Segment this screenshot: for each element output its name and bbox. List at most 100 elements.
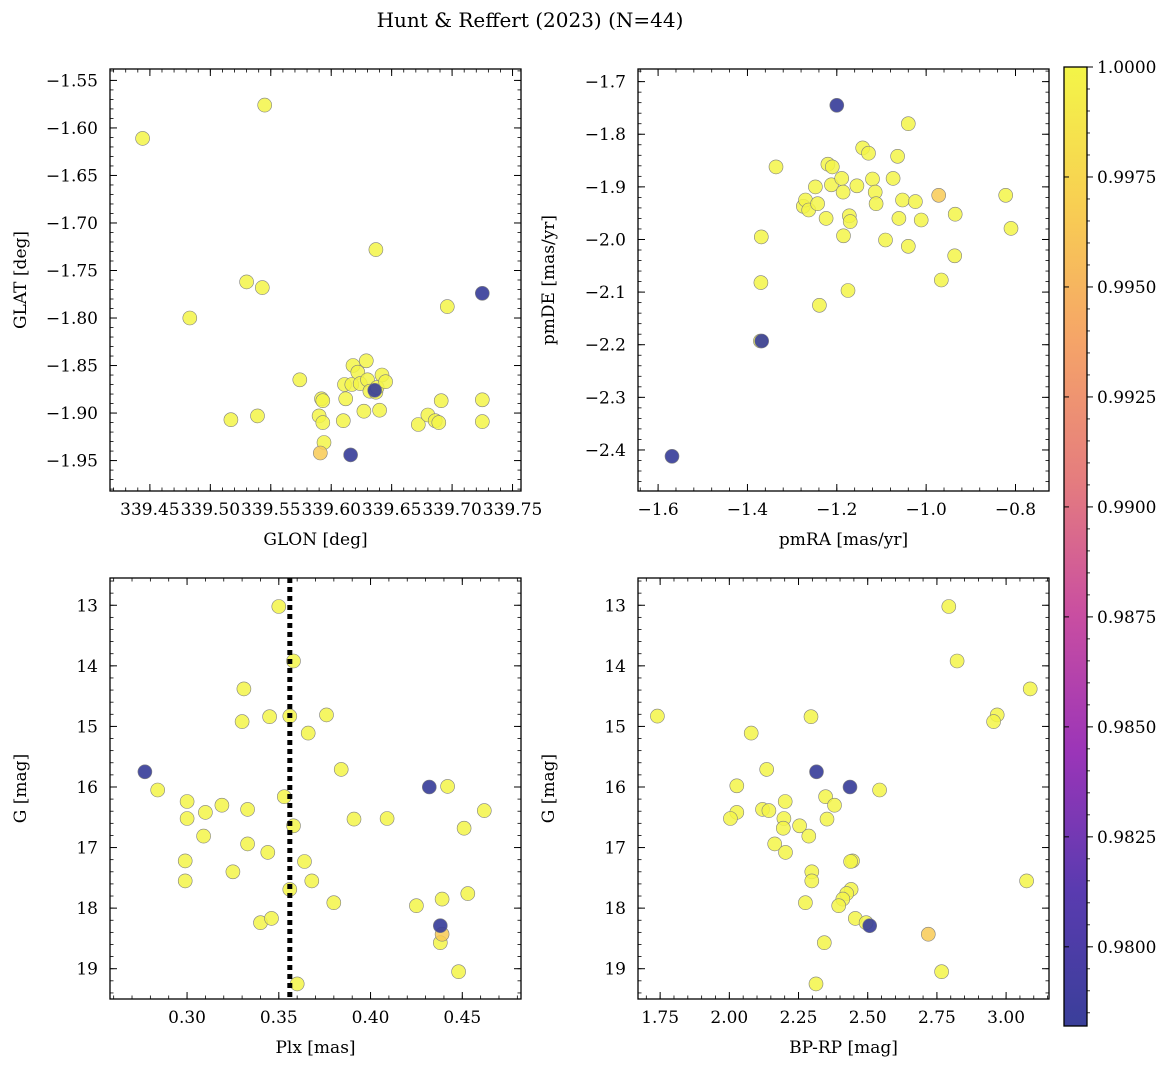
data-point	[729, 778, 745, 794]
y-tick-label: 15	[76, 717, 98, 737]
y-tick-label: 18	[604, 899, 626, 919]
y-tick-label: −1.80	[46, 309, 98, 329]
data-point	[754, 333, 770, 349]
data-point	[177, 853, 193, 869]
y-tick-label: 16	[76, 778, 98, 798]
y-axis-label: pmDE [mas/yr]	[539, 215, 559, 345]
x-tick-label: 0.35	[260, 1008, 298, 1028]
data-point	[843, 854, 858, 869]
data-point	[818, 211, 834, 226]
x-tick-label: 0.30	[168, 1008, 206, 1028]
data-point	[264, 911, 279, 926]
data-point	[315, 393, 331, 409]
x-tick-label: −1.6	[637, 500, 678, 520]
panel-bprp-g: 1.75 2.00 2.25 2.50 2.75 3.00 13 14 15 16 17 18 19 BP…	[539, 577, 1050, 1058]
data-point	[767, 836, 783, 852]
plot-frame	[109, 68, 522, 492]
data-point	[664, 448, 680, 464]
y-axis-label: GLAT [deg]	[11, 231, 31, 329]
data-point	[372, 402, 387, 418]
data-point	[831, 898, 847, 914]
y-tick-label: −1.55	[46, 71, 98, 91]
data-point	[225, 864, 241, 880]
data-point	[804, 873, 820, 889]
y-tick-label: −1.7	[585, 73, 626, 93]
data-point	[1003, 221, 1019, 236]
data-point	[333, 762, 349, 777]
data-point	[260, 845, 276, 860]
data-point	[949, 653, 965, 669]
data-point	[368, 242, 384, 257]
panel-plx-g: 0.30 0.35 0.40 0.45 13 14 15 16 17 18 19 Plx [mas] G…	[11, 577, 522, 1058]
data-point	[743, 725, 759, 741]
x-tick-label: −1.0	[906, 500, 947, 520]
data-point	[900, 239, 916, 254]
x-tick-label: 2.00	[710, 1008, 748, 1028]
data-point	[315, 415, 331, 430]
y-tick-label: −2.3	[585, 388, 626, 408]
data-point	[842, 214, 858, 229]
figure-title: Hunt & Reffert (2023) (N=44)	[377, 8, 684, 32]
y-tick-label: 15	[604, 717, 626, 737]
data-point	[908, 194, 923, 209]
data-point	[842, 779, 858, 795]
data-point	[792, 818, 807, 834]
y-tick-label: −1.65	[46, 166, 98, 186]
y-axis-label: G [mag]	[11, 754, 31, 823]
data-point	[476, 803, 492, 818]
y-tick-label: −1.60	[46, 119, 98, 139]
data-point	[150, 782, 165, 798]
data-point	[240, 836, 255, 852]
panel-glon-glat: 339.45 339.50 339.55 339.60 339.65 339.70 339.…	[11, 68, 542, 550]
y-tick-label: −2.4	[585, 441, 626, 461]
y-tick-label: 13	[76, 596, 98, 616]
data-point	[778, 845, 793, 860]
data-point	[933, 272, 949, 288]
data-point	[812, 297, 827, 313]
data-point	[319, 707, 334, 723]
data-point	[829, 98, 845, 113]
colorbar-tick-label: 0.9800	[1097, 938, 1156, 958]
x-axis-label: pmRA [mas/yr]	[779, 530, 908, 550]
data-point	[223, 412, 239, 428]
x-tick-label: 0.45	[443, 1008, 481, 1028]
data-point	[824, 159, 840, 175]
data-point	[433, 393, 449, 409]
data-point	[840, 283, 856, 298]
x-tick-label: 339.75	[483, 500, 542, 520]
data-point	[257, 97, 273, 113]
data-point	[801, 828, 817, 844]
data-point	[808, 976, 824, 992]
data-point	[818, 789, 833, 805]
plot-frame	[637, 577, 1050, 1000]
data-point	[775, 820, 791, 836]
data-point	[474, 285, 490, 301]
y-axis-label: G [mag]	[539, 754, 559, 823]
data-point	[768, 159, 784, 175]
data-point	[885, 171, 901, 186]
x-tick-label: 339.70	[422, 500, 481, 520]
data-point	[836, 228, 851, 244]
data-point	[777, 794, 793, 809]
data-point	[890, 149, 905, 164]
data-point	[343, 447, 358, 463]
x-tick-label: 339.50	[181, 500, 240, 520]
x-axis-label: GLON [deg]	[263, 530, 367, 550]
data-point	[137, 764, 153, 780]
data-point	[434, 891, 450, 907]
data-point	[998, 188, 1014, 203]
data-point	[759, 762, 775, 777]
x-tick-label: −0.8	[995, 500, 1036, 520]
panel-pm: −1.6 −1.4 −1.2 −1.0 −0.8 −1.7 −1.8 −1.9 −2.0 −2.1…	[539, 68, 1050, 550]
data-point	[378, 374, 393, 390]
data-point	[214, 797, 230, 813]
data-point	[177, 873, 193, 889]
colorbar-tick-label: 0.9975	[1097, 168, 1156, 188]
data-point	[808, 179, 823, 195]
ticks-bprp-g: 1.75 2.00 2.25 2.50 2.75 3.00 13 14 15 16 17 18 19	[604, 578, 1049, 1028]
data-point	[367, 382, 383, 398]
data-point	[239, 274, 254, 290]
colorbar-frame	[1063, 66, 1088, 1027]
data-point	[986, 714, 1001, 729]
data-point	[179, 811, 195, 826]
